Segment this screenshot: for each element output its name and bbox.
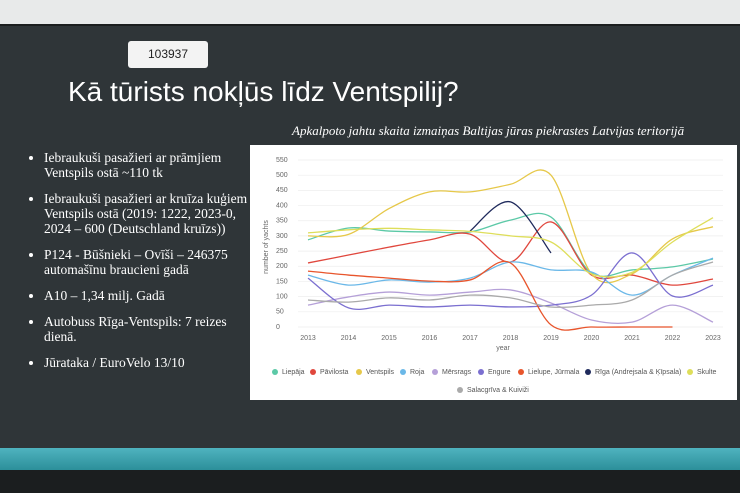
window-strip — [0, 0, 740, 24]
series-line — [307, 288, 714, 325]
legend-label: Skulte — [697, 369, 717, 376]
y-tick-label: 50 — [276, 309, 284, 316]
legend-label: Rīga (Andrejsala & Ķīpsala) — [595, 369, 681, 376]
chart-title: Apkalpoto jahtu skaita izmaiņas Baltijas… — [292, 123, 685, 138]
bullet: A10 – 1,34 milj. Gadā — [44, 288, 249, 303]
x-tick-label: 2020 — [584, 335, 600, 342]
chart-box: year number of yachts 0 50 100 150 200 250 300… — [250, 145, 737, 400]
series-line — [307, 252, 714, 311]
y-tick-label: 550 — [276, 157, 288, 164]
series-line — [307, 217, 714, 278]
x-tick-label: 2016 — [422, 335, 438, 342]
series-line — [307, 257, 714, 296]
legend-label: Salacgrīva & Kuiviži — [467, 387, 529, 394]
series-line — [307, 212, 714, 277]
legend-swatch — [310, 369, 316, 375]
legend-swatch — [400, 369, 406, 375]
bullet: Autobuss Rīga-Ventspils: 7 reizes dienā. — [44, 314, 249, 344]
chart: year number of yachts 0 50 100 150 200 250 300… — [263, 157, 723, 394]
y-tick-label: 0 — [276, 324, 280, 331]
legend-label: Lielupe, Jūrmala — [528, 369, 579, 376]
y-tick-label: 200 — [276, 263, 288, 270]
legend-swatch — [356, 369, 362, 375]
y-tick-label: 350 — [276, 218, 288, 225]
legend-label: Engure — [488, 369, 511, 376]
slide-band — [0, 448, 740, 470]
legend-swatch — [478, 369, 484, 375]
y-tick-label: 250 — [276, 248, 288, 255]
legend-swatch — [457, 387, 463, 393]
y-tick-label: 300 — [276, 233, 288, 240]
legend-swatch — [432, 369, 438, 375]
legend-label: Roja — [410, 369, 425, 376]
x-tick-label: 2023 — [705, 335, 721, 342]
series-line — [307, 221, 714, 286]
x-axis-label: year — [496, 345, 510, 352]
badge: 103937 — [128, 41, 208, 68]
x-tick-label: 2014 — [341, 335, 357, 342]
y-tick-label: 150 — [276, 278, 288, 285]
y-tick-label: 100 — [276, 293, 288, 300]
series-line — [307, 260, 673, 331]
legend-label: Pāvilosta — [320, 369, 349, 376]
legend-swatch — [585, 369, 591, 375]
x-tick-label: 2018 — [503, 335, 519, 342]
series-line — [469, 201, 552, 254]
legend-label: Liepāja — [282, 369, 305, 376]
y-tick-label: 400 — [276, 202, 288, 209]
x-tick-label: 2022 — [665, 335, 681, 342]
legend-swatch — [272, 369, 278, 375]
y-axis-label: number of yachts — [263, 220, 270, 274]
legend-swatch — [518, 369, 524, 375]
x-tick-label: 2021 — [624, 335, 640, 342]
x-tick-label: 2017 — [462, 335, 478, 342]
bullet: Iebraukuši pasažieri ar prāmjiem Ventspi… — [44, 150, 249, 180]
y-tick-label: 450 — [276, 187, 288, 194]
bullet: P124 - Būšnieki – Ovīši – 246375 automaš… — [44, 247, 249, 277]
slide-title: Kā tūrists nokļūs līdz Ventspilij? — [68, 76, 459, 107]
x-tick-label: 2013 — [300, 335, 316, 342]
series-line — [307, 261, 714, 309]
legend-swatch — [687, 369, 693, 375]
bullet: Iebraukuši pasažieri ar kruīza kuģiem Ve… — [44, 191, 249, 236]
x-tick-label: 2015 — [381, 335, 397, 342]
x-tick-label: 2019 — [543, 335, 559, 342]
y-tick-label: 500 — [276, 172, 288, 179]
legend-label: Ventspils — [366, 369, 395, 376]
legend-label: Mērsrags — [442, 369, 472, 376]
bullet-list: Iebraukuši pasažieri ar prāmjiem Ventspi… — [22, 150, 249, 381]
series-line — [307, 169, 714, 284]
bullet: Jūrataka / EuroVelo 13/10 — [44, 355, 249, 370]
